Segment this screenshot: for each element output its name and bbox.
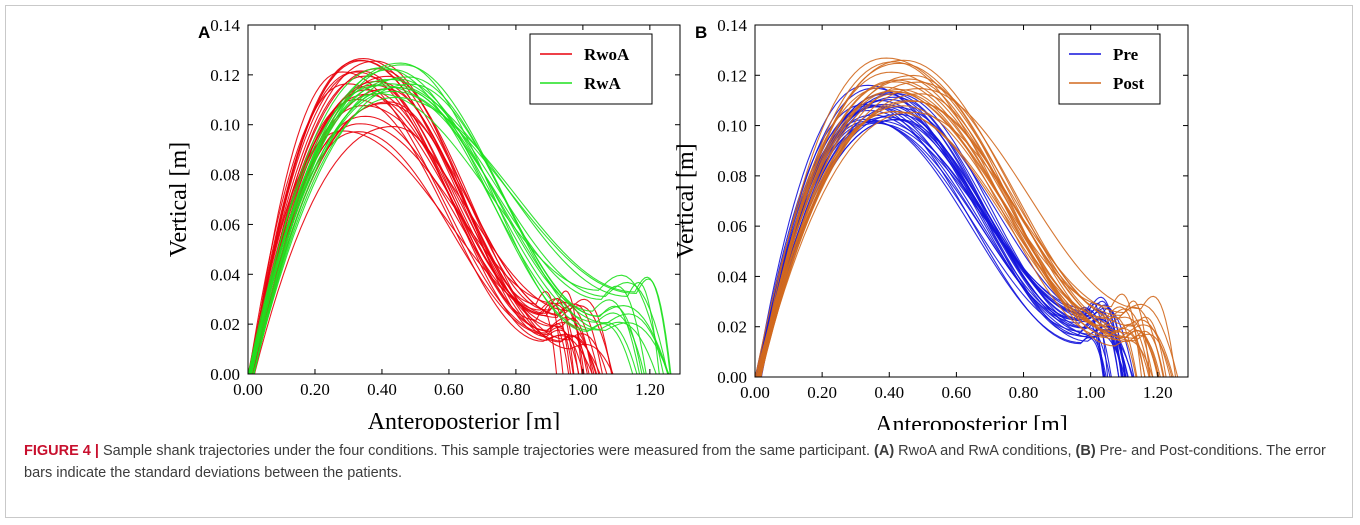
panel-b-pre-trajectory — [755, 103, 1133, 377]
panel-b-y-tick-label: 0.00 — [717, 368, 747, 387]
panel-a-rwoa-trajectory — [250, 93, 574, 374]
panel-b-y-tick-label: 0.12 — [717, 66, 747, 85]
panel-a-x-tick-label: 1.20 — [635, 380, 665, 399]
panel-a-rwoa-trajectory — [251, 71, 570, 374]
panel-a-x-tick-label: 0.60 — [434, 380, 464, 399]
panel-a-legend-label-rwoa: RwoA — [584, 45, 630, 64]
panel-a-rwa-trajectory — [248, 84, 672, 374]
panel-a-rwa-trajectory — [251, 76, 670, 374]
panel-a-rwa-trajectory — [248, 78, 669, 374]
caption-text-3: Pre- and Post-conditions. The error bars… — [24, 443, 1326, 481]
panel-a-rwoa-trajectory — [248, 84, 558, 374]
panel-b-x-tick-label: 0.20 — [807, 383, 837, 402]
panel-a-y-axis-label: Vertical [m] — [166, 142, 192, 257]
panel-b-legend-label-pre: Pre — [1113, 45, 1139, 64]
panel-a-x-tick-label: 0.20 — [300, 380, 330, 399]
panel-a-rwa-trajectory — [253, 96, 671, 374]
figure-caption: FIGURE 4 | Sample shank trajectories und… — [24, 440, 1334, 484]
panel-a-rwoa-trajectory — [248, 88, 564, 374]
panel-a-legend-label-rwa: RwA — [584, 74, 622, 93]
panel-a-rwoa-trajectory — [249, 71, 597, 374]
panel-a-y-tick-label: 0.12 — [210, 66, 240, 85]
panel-a-series-group — [248, 58, 672, 374]
panel-b-post-trajectory — [759, 61, 1138, 377]
panel-b-pre-trajectory — [756, 118, 1127, 377]
panel-a-rwa-trajectory — [251, 68, 638, 374]
panel-b-post-trajectory — [758, 111, 1151, 377]
panel-a-rwoa-trajectory — [253, 125, 595, 374]
panel-b-post-trajectory — [759, 90, 1143, 377]
panel-b-post-trajectory — [760, 81, 1154, 377]
caption-bold-b: (B) — [1075, 443, 1096, 459]
panel-b-y-tick-label: 0.02 — [717, 318, 747, 337]
panel-b-x-tick-label: 0.60 — [942, 383, 972, 402]
panel-a-rwa-trajectory — [249, 67, 657, 374]
panel-a-y-tick-label: 0.00 — [210, 365, 240, 384]
panel-b-y-tick-label: 0.08 — [717, 167, 747, 186]
panel-b-x-tick-label: 1.00 — [1076, 383, 1106, 402]
panel-b-chart: B 0.00 0.20 0.40 0.60 0.80 1.00 1.20 0.00 0.02 0.0… — [673, 16, 1189, 430]
panel-b-post-trajectory — [755, 86, 1173, 377]
panel-a-rwa-trajectory — [248, 78, 641, 374]
panel-b-legend-label-post: Post — [1113, 74, 1145, 93]
caption-bold-a: (A) — [874, 443, 895, 459]
panel-b-y-tick-label: 0.06 — [717, 217, 747, 236]
caption-text-2: RwoA and RwA conditions, — [894, 443, 1076, 459]
panel-b-y-tick-label: 0.14 — [717, 16, 747, 35]
panel-a-rwoa-trajectory — [252, 101, 600, 374]
panel-b-x-tick-label: 1.20 — [1143, 383, 1173, 402]
panel-a-y-tick-label: 0.02 — [210, 315, 240, 334]
panel-b-y-tick-label: 0.04 — [717, 267, 747, 286]
panel-b-legend-box — [1058, 33, 1161, 105]
panel-b-x-tick-label: 0.80 — [1009, 383, 1039, 402]
panel-b-pre-trajectory — [756, 103, 1106, 377]
panel-b-x-tick-label: 0.00 — [740, 383, 770, 402]
panel-b-x-tick-label: 0.40 — [874, 383, 904, 402]
panel-b-post-trajectory — [759, 91, 1137, 377]
panel-a-x-tick-label: 1.00 — [568, 380, 598, 399]
panel-a-x-tick-label: 0.80 — [501, 380, 531, 399]
caption-figure-label: FIGURE 4 | — [24, 443, 99, 459]
figure-charts: A 0.00 0.20 0.40 0.60 0.80 1.00 1.20 0.00 0.02 0.0… — [166, 16, 1189, 430]
panel-a-y-tick-label: 0.06 — [210, 215, 240, 234]
panel-a-y-tick-label: 0.14 — [210, 16, 240, 35]
panel-b-x-axis-label: Anteroposterior [m] — [875, 412, 1068, 430]
panel-a-rwa-trajectory — [252, 83, 643, 374]
panel-b-post-trajectory — [758, 87, 1177, 377]
panel-a-x-tick-label: 0.40 — [367, 380, 397, 399]
panel-a-x-tick-label: 0.00 — [233, 380, 263, 399]
panel-a-letter: A — [198, 23, 210, 42]
panel-b-pre-trajectory — [755, 92, 1120, 377]
panel-a-x-axis-label: Anteroposterior [m] — [368, 409, 561, 430]
panel-a-legend-box — [529, 33, 653, 105]
panel-b-pre-trajectory — [756, 98, 1129, 377]
panel-b-pre-trajectory — [758, 87, 1112, 377]
panel-b-post-trajectory — [755, 100, 1174, 377]
panel-b-y-axis-label: Vertical [m] — [673, 143, 699, 258]
panel-b-y-tick-label: 0.10 — [717, 117, 747, 136]
panel-a-y-tick-label: 0.04 — [210, 265, 240, 284]
panel-b-series-group — [755, 57, 1179, 377]
panel-a-rwoa-trajectory — [248, 83, 593, 374]
panel-a-y-tick-label: 0.10 — [210, 116, 240, 135]
panel-b-post-trajectory — [759, 74, 1154, 377]
panel-b-post-trajectory — [758, 57, 1167, 377]
panel-a-rwa-trajectory — [250, 93, 664, 374]
caption-text-1: Sample shank trajectories under the four… — [98, 443, 875, 459]
panel-a-y-tick-label: 0.08 — [210, 166, 240, 185]
panel-b-letter: B — [695, 23, 707, 42]
panel-a-plot-frame — [247, 24, 681, 375]
panel-a-chart: A 0.00 0.20 0.40 0.60 0.80 1.00 1.20 0.00 0.02 0.0… — [166, 16, 681, 430]
panel-a-rwoa-trajectory — [248, 68, 614, 374]
panel-a-rwoa-trajectory — [249, 60, 598, 374]
panel-a-rwoa-trajectory — [251, 59, 608, 374]
panel-a-rwa-trajectory — [250, 86, 669, 374]
panel-a-rwa-trajectory — [253, 90, 647, 374]
panel-b-plot-frame — [754, 24, 1189, 378]
panel-b-pre-trajectory — [756, 120, 1122, 377]
panel-b-pre-trajectory — [757, 120, 1104, 377]
